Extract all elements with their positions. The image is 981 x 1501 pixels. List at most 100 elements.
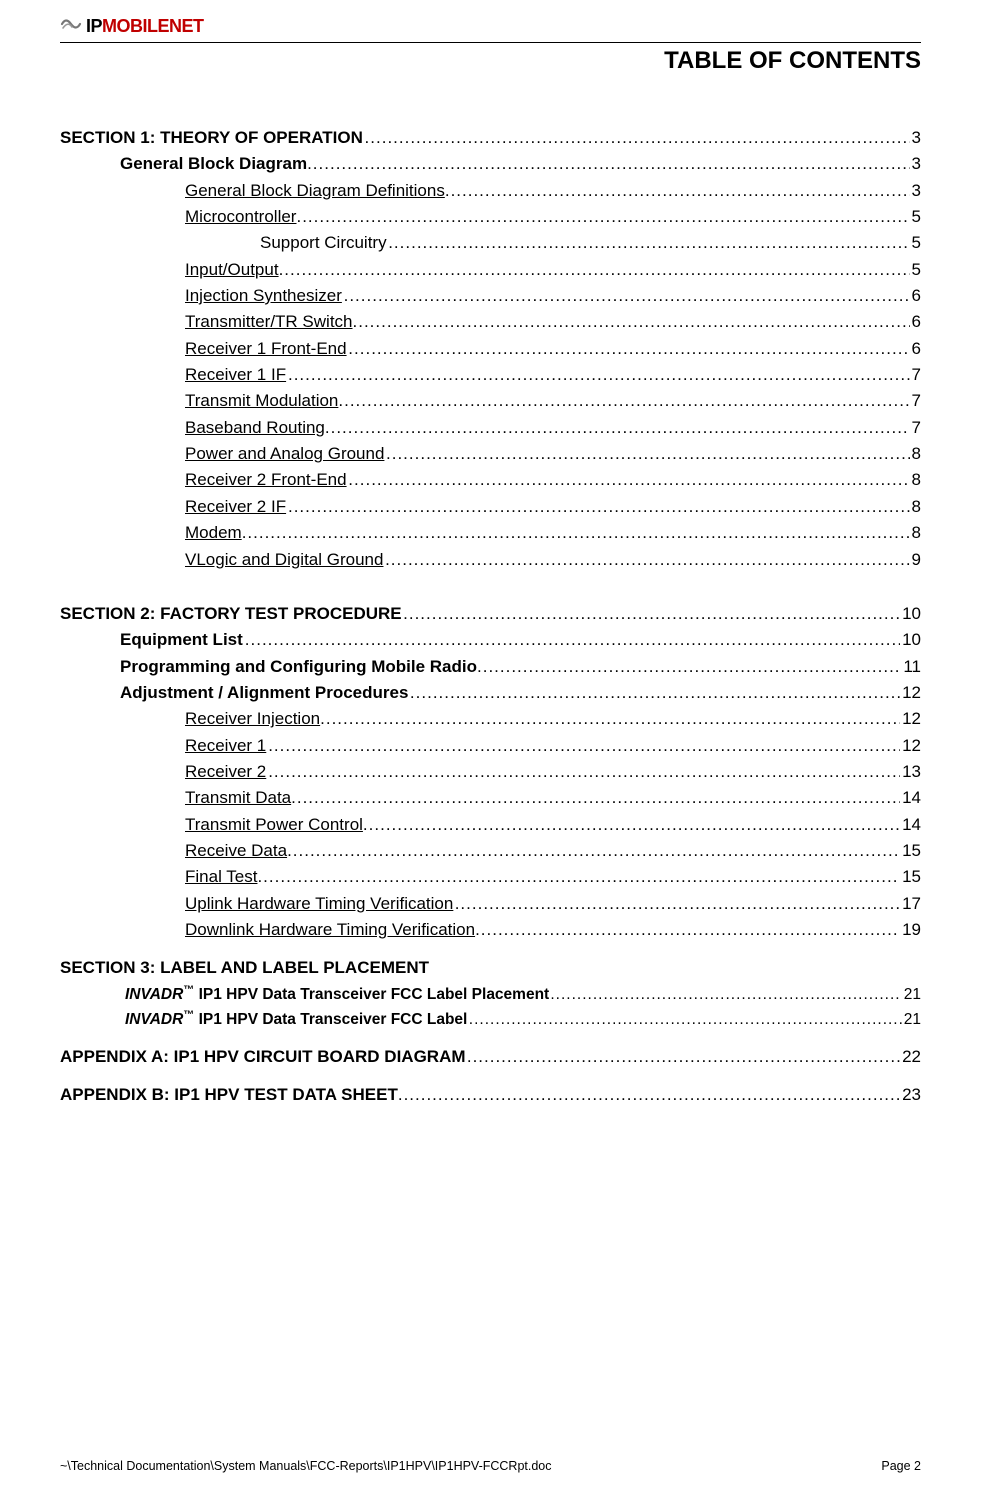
toc-label: SECTION 1: THEORY OF OPERATION [60,125,363,151]
toc-row: Receiver 2 Front-End 8 [60,467,921,493]
toc-row: Receiver 1 12 [60,733,921,759]
toc-row: Injection Synthesizer 6 [60,283,921,309]
toc-dots [398,1082,900,1108]
toc-page: 6 [910,309,921,335]
page-title: TABLE OF CONTENTS [60,47,921,75]
toc-row: Transmit Data 14 [60,785,921,811]
toc-page: 3 [910,178,921,204]
toc-dots [475,917,900,943]
toc-dots [410,680,900,706]
page-footer: ~\Technical Documentation\System Manuals… [60,1459,921,1473]
logo-mobile: MOBILE [102,16,169,36]
toc-page: 3 [910,151,921,177]
toc-row: Transmit Power Control 14 [60,812,921,838]
toc-row: Microcontroller 5 [60,204,921,230]
toc-label: Final Test [60,864,257,890]
toc-page: 8 [910,494,921,520]
toc-row: Transmitter/TR Switch 6 [60,309,921,335]
toc-label: Power and Analog Ground [60,441,384,467]
toc-dots [268,759,900,785]
header-logo: IPMOBILENET [60,12,921,40]
toc-page: 14 [900,785,921,811]
toc-appendix-a: APPENDIX A: IP1 HPV CIRCUIT BOARD DIAGRA… [60,1044,921,1070]
toc-dots [268,733,900,759]
header-rule [60,42,921,43]
toc-dots [385,547,909,573]
toc-label: INVADR™ IP1 HPV Data Transceiver FCC Lab… [60,1007,467,1032]
toc-label: General Block Diagram [60,151,307,177]
toc-row: Transmit Modulation 7 [60,388,921,414]
toc-page: 13 [900,759,921,785]
toc-page: 19 [900,917,921,943]
toc-page: 6 [910,283,921,309]
toc-dots [445,178,910,204]
toc-dots [363,812,900,838]
toc-label: APPENDIX B: IP1 HPV TEST DATA SHEET [60,1082,398,1108]
toc-page: 8 [910,467,921,493]
toc-dots [296,204,909,230]
toc-dots [288,362,910,388]
toc-page: 12 [900,733,921,759]
toc-dots [348,336,909,362]
toc-dots [291,785,900,811]
toc-page: 11 [901,654,921,680]
toc-dots [287,838,900,864]
toc-label: Uplink Hardware Timing Verification [60,891,453,917]
toc-row: Receiver 2 13 [60,759,921,785]
toc-row: Downlink Hardware Timing Verification 19 [60,917,921,943]
toc-dots [279,257,910,283]
toc-page: 12 [900,680,921,706]
toc-dots [257,864,900,890]
logo-swirl-icon [60,15,82,38]
toc-label: Receive Data [60,838,287,864]
toc-dots [469,1008,902,1032]
toc-row: Input/Output 5 [60,257,921,283]
logo-ip: IP [86,16,102,36]
toc-dots [245,627,900,653]
toc-label: Baseband Routing [60,415,325,441]
toc-label: Injection Synthesizer [60,283,342,309]
document-page: IPMOBILENET TABLE OF CONTENTS SECTION 1:… [0,0,981,1501]
toc-label: Receiver Injection [60,706,320,732]
toc-dots [455,891,900,917]
toc-row: Uplink Hardware Timing Verification 17 [60,891,921,917]
toc-label: Receiver 2 IF [60,494,286,520]
toc-row: INVADR™ IP1 HPV Data Transceiver FCC Lab… [60,1007,921,1032]
toc-row: General Block Diagram Definitions 3 [60,178,921,204]
toc-dots [344,283,910,309]
toc-page: 12 [900,706,921,732]
toc-page: 5 [910,257,921,283]
toc-dots [307,151,909,177]
toc-dots [353,309,910,335]
toc-row: Receive Data 15 [60,838,921,864]
toc-label: Receiver 1 IF [60,362,286,388]
toc-label: Input/Output [60,257,279,283]
footer-path: ~\Technical Documentation\System Manuals… [60,1459,552,1473]
toc-row: VLogic and Digital Ground 9 [60,547,921,573]
toc-row: Modem 8 [60,520,921,546]
toc-dots [338,388,909,414]
toc-row: Receiver 1 IF 7 [60,362,921,388]
toc-row: Receiver Injection 12 [60,706,921,732]
toc-page: 6 [910,336,921,362]
toc-page: 7 [910,388,921,414]
toc-row: Support Circuitry 5 [60,230,921,256]
toc-label: Transmitter/TR Switch [60,309,353,335]
toc-page: 22 [900,1044,921,1070]
trademark-icon: ™ [183,1009,194,1021]
toc-label: General Block Diagram Definitions [60,178,445,204]
toc-dots [325,415,910,441]
toc-page: 21 [902,1008,921,1032]
toc-row: INVADR™ IP1 HPV Data Transceiver FCC Lab… [60,982,921,1007]
toc-dots [467,1044,900,1070]
toc-page: 8 [910,441,921,467]
toc-label: Downlink Hardware Timing Verification [60,917,475,943]
logo-net: NET [169,16,204,36]
toc-label: Adjustment / Alignment Procedures [60,680,408,706]
toc-page: 21 [902,983,921,1007]
footer-page-number: Page 2 [881,1459,921,1473]
toc-label: Transmit Modulation [60,388,338,414]
table-of-contents: SECTION 1: THEORY OF OPERATION 3 General… [60,125,921,1109]
toc-dots [365,125,910,151]
toc-label: VLogic and Digital Ground [60,547,383,573]
